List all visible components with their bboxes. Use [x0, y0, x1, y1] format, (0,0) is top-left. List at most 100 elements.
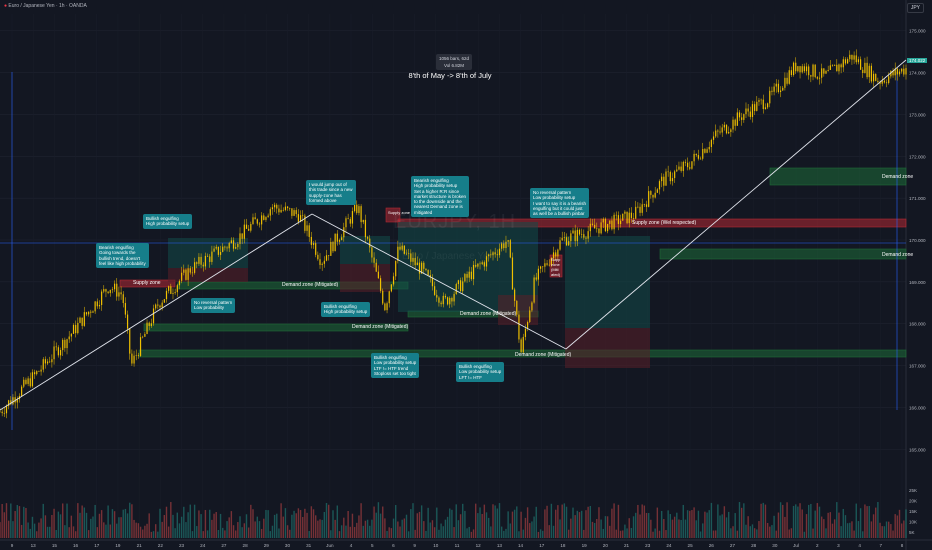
volume-bar [429, 522, 431, 538]
volume-bar [462, 503, 464, 538]
volume-bar [44, 515, 47, 538]
y-tick-label: 166.000 [909, 405, 926, 410]
volume-bar [665, 530, 667, 538]
annotation-bullish-4[interactable]: Bullish engulfing Low probability setup … [456, 362, 505, 382]
candle-body [431, 277, 434, 287]
x-tick-label: 7 [880, 543, 883, 548]
candle-body [157, 304, 159, 306]
candle-body [444, 295, 447, 298]
volume-bar [771, 525, 773, 538]
candle-body [488, 254, 490, 257]
zone-label-supply-3: Supp zone (Miti ated) [551, 257, 561, 277]
volume-bar [122, 509, 124, 538]
x-tick-label: 14 [518, 543, 524, 548]
candle-body [784, 77, 786, 88]
volume-bar [498, 503, 501, 538]
annotation-jump-out[interactable]: I would jump out of this trade since a n… [306, 180, 356, 206]
symbol-header[interactable]: ● Euro / Japanese Yen · 1h · OANDA [4, 3, 87, 9]
x-axis[interactable]: 9 13 15 16 17 19 21 22 23 24 27 28 29 30 31 Jun 4 5 6 9 10 11… [11, 543, 904, 548]
candle-body [209, 256, 211, 262]
volume-bar [79, 512, 81, 538]
volume-bar [500, 526, 503, 538]
candle-body [628, 212, 630, 224]
annotation-bearish-2[interactable]: Bearish engulfing High probability setup… [411, 176, 470, 218]
candle-body [315, 243, 317, 255]
x-tick-label: 31 [306, 543, 312, 548]
candle-body [181, 272, 183, 281]
volume-bar [245, 514, 248, 538]
volume-bar [353, 526, 356, 538]
volume-bar [187, 512, 189, 538]
y-tick-label: 175.000 [909, 29, 926, 34]
candle-body [278, 208, 280, 213]
candle-body [514, 289, 516, 301]
candle-body [496, 254, 498, 256]
volume-bar [831, 523, 834, 538]
volume-bar [219, 513, 222, 538]
volume-bar [840, 526, 842, 538]
candle-body [782, 87, 784, 91]
volume-bar [53, 508, 55, 538]
candle-body [883, 80, 885, 83]
volume-bar [829, 512, 832, 538]
candle-body [477, 263, 479, 267]
candle-body [98, 304, 101, 307]
volume-bar [282, 516, 284, 538]
candle-body [304, 215, 306, 231]
volume-bar [803, 531, 806, 538]
candle-body [749, 111, 751, 117]
candle-body [661, 176, 663, 182]
x-tick-label: 19 [582, 543, 588, 548]
candle-body [624, 211, 626, 214]
annotation-bearish-1[interactable]: Bearish engulfing Going towards the bull… [96, 243, 149, 269]
annotation-no-reversal-1[interactable]: No reversal pattern Low probability [191, 298, 236, 313]
candle-body [665, 171, 667, 186]
volume-bar [302, 517, 304, 538]
x-tick-label: 30 [772, 543, 778, 548]
candle-body [85, 312, 88, 315]
candle-body [364, 219, 367, 238]
y-axis[interactable]: 165.000 166.000 167.000 168.000 169.000 170.0… [909, 29, 926, 453]
position-box [340, 236, 390, 264]
volume-bar [565, 506, 568, 538]
candle-body [446, 297, 449, 305]
candle-body [336, 233, 338, 242]
candle-body [847, 59, 849, 64]
volume-bar [180, 516, 183, 538]
candle-body [323, 260, 325, 264]
annotation-bullish-1[interactable]: Bullish engulfing High probability setup [143, 214, 193, 229]
x-tick-label: 9 [413, 543, 416, 548]
volume-bar [20, 524, 23, 538]
candle-body [795, 62, 797, 72]
volume-bar [438, 529, 440, 538]
candle-body [250, 223, 252, 231]
volume-bar [202, 531, 204, 538]
volume-bar [702, 523, 704, 538]
annotation-bullish-2[interactable]: Bullish engulfing High probability setup [321, 302, 371, 317]
watermark-name: Euro / Japanese Yen [402, 251, 495, 262]
candle-body [120, 292, 122, 295]
volume-bar [849, 522, 851, 538]
annotation-bullish-3[interactable]: Bullish engulfing Low probability setup … [371, 353, 420, 379]
volume-bar [388, 527, 390, 538]
volume-bar [516, 506, 518, 538]
volume-bar [351, 513, 354, 538]
candle-body [144, 333, 146, 337]
volume-bar [784, 516, 786, 538]
candle-body [481, 262, 483, 265]
candle-body [877, 80, 879, 82]
volume-bar [46, 526, 49, 538]
volume-bar [667, 510, 669, 538]
volume-bar [77, 503, 79, 538]
volume-bar [585, 510, 587, 538]
volume-bar [386, 530, 388, 538]
currency-label[interactable]: JPY [906, 3, 924, 13]
candle-body [328, 255, 330, 256]
candle-body [57, 347, 59, 356]
candle-body [377, 271, 380, 279]
candle-body [738, 112, 741, 118]
volume-bar [384, 518, 386, 538]
annotation-no-reversal-2[interactable]: No reversal pattern Low probability setu… [530, 188, 590, 219]
volume-bar [135, 522, 137, 538]
